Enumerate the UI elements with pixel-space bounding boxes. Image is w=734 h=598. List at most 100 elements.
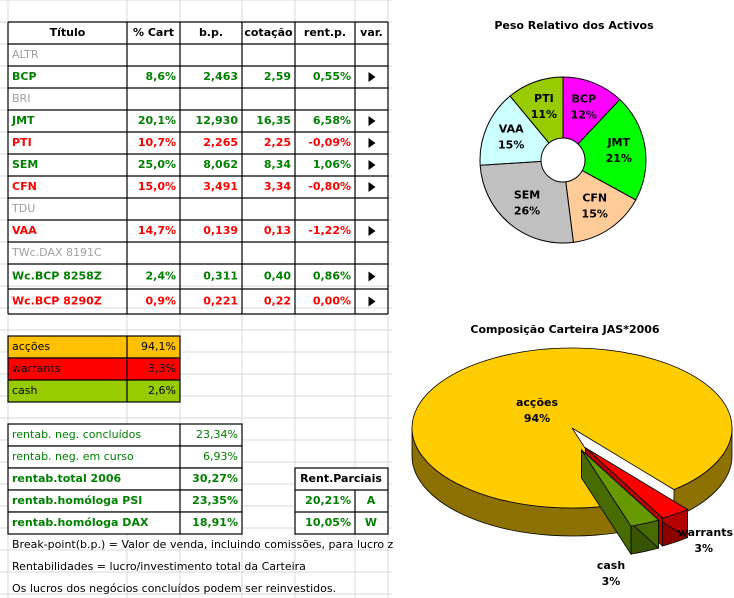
table-cell: 2,265 — [203, 136, 238, 149]
slice-value: 21% — [606, 152, 632, 165]
table-cell: 6,58% — [313, 114, 351, 127]
var-arrow — [368, 182, 376, 192]
table-cell: 0,311 — [203, 270, 238, 283]
table-cell: 2,4% — [145, 270, 176, 283]
returns-label: rentab. neg. em curso — [12, 450, 134, 463]
table-cell: 3,34 — [264, 180, 291, 193]
table-cell: 2,59 — [264, 70, 291, 83]
table-cell: -1,22% — [308, 224, 351, 237]
returns-value: 18,91% — [192, 516, 238, 529]
slice-label: BCP — [572, 93, 597, 106]
table-cell: 2,463 — [203, 70, 238, 83]
partial-box — [294, 467, 389, 535]
table-header: Título — [50, 26, 86, 39]
table-cell: 0,55% — [313, 70, 351, 83]
pie-slice — [581, 449, 660, 527]
var-arrow — [368, 226, 376, 236]
slice-label: SEM — [514, 188, 540, 201]
pie-slice — [565, 169, 637, 243]
table-cell: 0,9% — [145, 295, 176, 308]
table-cell: 1,06% — [313, 158, 351, 171]
slice-label: CFN — [582, 192, 607, 205]
table-cell: BRI — [12, 92, 30, 105]
table-header: var. — [360, 26, 383, 39]
allocation-value: 94,1% — [141, 340, 176, 353]
pie-slice — [411, 347, 733, 509]
slice-value: 11% — [531, 108, 557, 121]
var-arrow — [368, 296, 376, 307]
table-cell: 3,491 — [203, 180, 238, 193]
slice-value: 15% — [498, 139, 524, 152]
note: Rentabilidades = lucro/investimento tota… — [12, 560, 306, 573]
table-cell: 14,7% — [138, 224, 176, 237]
table-cell: 15,0% — [138, 180, 176, 193]
table-cell: PTI — [12, 136, 32, 149]
table-cell: TWc.DAX 8191C — [11, 246, 102, 259]
table-cell: TDU — [11, 202, 35, 215]
table-cell: 0,221 — [203, 295, 238, 308]
partial-value: 20,21% — [305, 494, 351, 507]
table-cell: -0,80% — [308, 180, 351, 193]
table-cell: CFN — [12, 180, 37, 193]
slice-value: 3% — [602, 575, 621, 588]
returns-label: rentab. neg. concluídos — [12, 428, 141, 441]
partial-value: 10,05% — [305, 516, 351, 529]
allocation-value: 2,6% — [148, 384, 176, 397]
allocation-label: cash — [12, 384, 38, 397]
chart-title: Peso Relativo dos Activos — [494, 19, 654, 32]
slice-label: warrants — [678, 526, 734, 539]
note: Os lucros dos negócios concluídos podem … — [12, 582, 336, 595]
returns-value: 23,34% — [196, 428, 238, 441]
table-cell: ALTR — [12, 48, 39, 61]
note: Break-point(b.p.) = Valor de venda, incl… — [12, 538, 414, 551]
var-arrow — [368, 116, 376, 126]
returns-value: 6,93% — [203, 450, 238, 463]
slice-label: PTI — [534, 92, 554, 105]
var-arrow — [368, 271, 376, 282]
table-cell: SEM — [12, 158, 38, 171]
chart-area — [394, 0, 734, 306]
partial-letter: A — [367, 494, 376, 507]
pie-slice — [509, 76, 564, 144]
pie-slice — [585, 447, 689, 519]
table-cell: 0,40 — [264, 270, 291, 283]
table-cell: VAA — [12, 224, 37, 237]
pie-slice — [479, 95, 550, 166]
slice-label: cash — [597, 559, 625, 572]
table-cell: 16,35 — [256, 114, 291, 127]
allocation-label: acções — [12, 340, 50, 353]
table-cell: 0,86% — [313, 270, 351, 283]
table-cell: 20,1% — [138, 114, 176, 127]
table-cell: 8,062 — [203, 158, 238, 171]
slice-label: VAA — [499, 123, 524, 136]
allocation-row — [7, 379, 181, 403]
table-cell: Wc.BCP 8258Z — [12, 270, 102, 283]
slice-value: 94% — [524, 412, 550, 425]
table-header: b.p. — [199, 26, 223, 39]
table-header: % Cart — [133, 26, 174, 39]
returns-label: rentab.homóloga DAX — [12, 516, 149, 529]
partial-title: Rent.Parciais — [300, 472, 382, 485]
table-cell: BCP — [12, 70, 37, 83]
pie-slice — [479, 160, 574, 244]
slice-value: 26% — [514, 204, 540, 217]
table-cell: 12,930 — [196, 114, 239, 127]
table-cell: Wc.BCP 8290Z — [12, 295, 102, 308]
var-arrow — [368, 72, 376, 82]
table-cell: 0,13 — [264, 224, 291, 237]
slice-value: 12% — [571, 109, 597, 122]
table-cell: 0,22 — [264, 295, 291, 308]
table-cell: JMT — [11, 114, 35, 127]
returns-label: rentab.homóloga PSI — [12, 494, 142, 507]
var-arrow — [368, 138, 376, 148]
table-cell: 10,7% — [138, 136, 176, 149]
slice-label: acções — [516, 396, 558, 409]
pie-slice — [577, 98, 647, 201]
slice-label: JMT — [606, 136, 630, 149]
chart-title: Composição Carteira JAS*2006 — [470, 323, 660, 336]
returns-value: 30,27% — [192, 472, 238, 485]
table-cell: 2,25 — [264, 136, 291, 149]
table-header: cotação — [244, 26, 293, 39]
returns-row — [7, 511, 243, 535]
